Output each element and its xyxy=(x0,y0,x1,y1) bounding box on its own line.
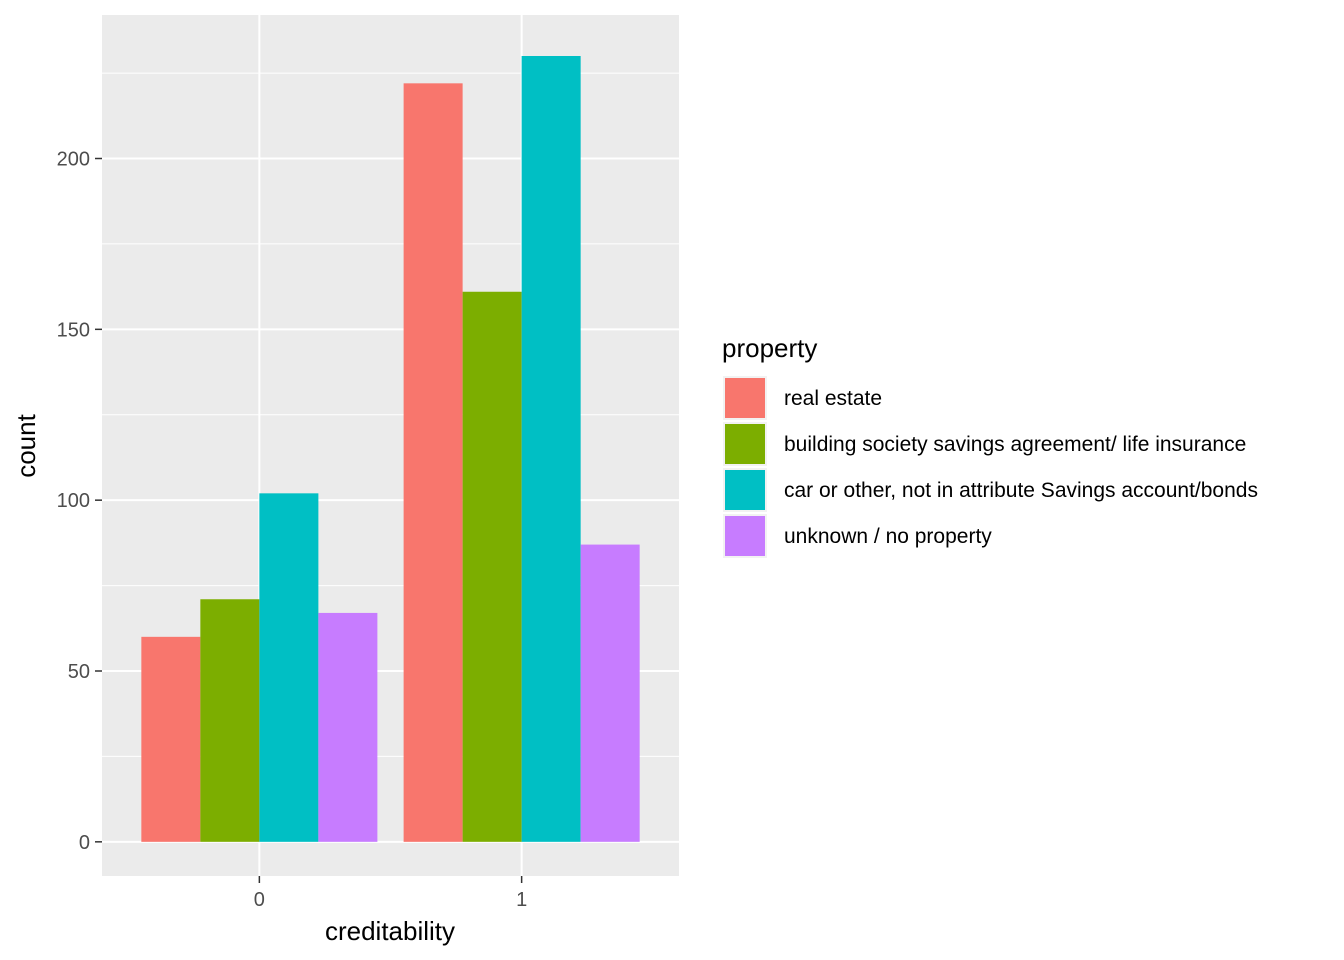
legend-swatch xyxy=(725,378,765,418)
bar xyxy=(318,612,378,842)
y-axis-title: count xyxy=(11,413,41,477)
bar xyxy=(462,291,522,842)
y-tick-label: 0 xyxy=(79,832,90,854)
legend-swatch xyxy=(725,424,765,464)
bars xyxy=(141,56,640,842)
bar xyxy=(521,56,581,842)
x-axis-title: creditability xyxy=(325,916,455,946)
y-tick-label: 50 xyxy=(68,661,90,683)
x-tick-label: 0 xyxy=(254,889,265,911)
y-tick-label: 200 xyxy=(57,149,90,171)
legend-label: car or other, not in attribute Savings a… xyxy=(784,479,1258,502)
legend-label: unknown / no property xyxy=(784,525,992,548)
legend-swatch xyxy=(725,516,765,556)
y-tick-label: 150 xyxy=(57,319,90,341)
bar xyxy=(259,493,319,842)
legend-title: property xyxy=(722,333,817,363)
legend: property real estate building society sav… xyxy=(722,333,1258,558)
legend-label: building society savings agreement/ life… xyxy=(784,433,1246,456)
x-tick-label: 1 xyxy=(516,889,527,911)
bar xyxy=(141,636,201,842)
bar xyxy=(200,599,260,842)
legend-label: real estate xyxy=(784,387,882,410)
y-axis: 0 50 100 150 200 xyxy=(57,149,102,854)
y-tick-label: 100 xyxy=(57,490,90,512)
legend-swatch xyxy=(725,470,765,510)
bar xyxy=(580,544,640,842)
bar xyxy=(403,83,463,842)
